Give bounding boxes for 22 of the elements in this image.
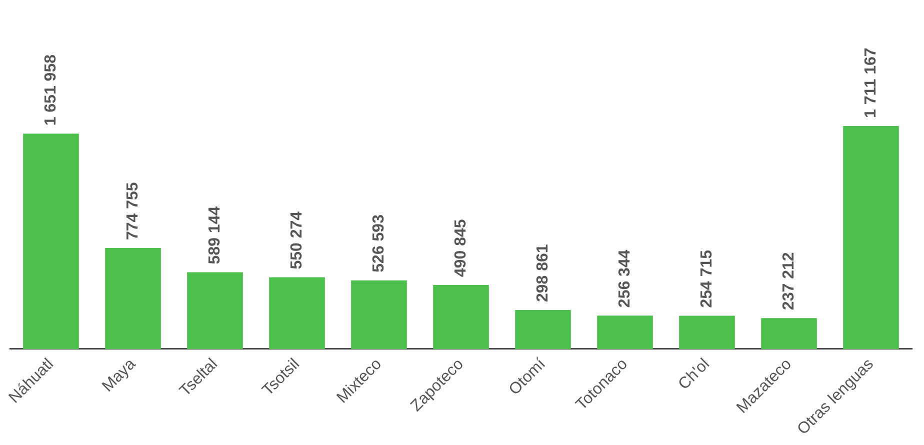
bar xyxy=(515,310,571,349)
bar xyxy=(187,272,243,349)
data-label: 1 711 167 xyxy=(862,48,880,118)
data-label: 526 593 xyxy=(370,214,388,272)
bar xyxy=(351,280,407,349)
data-label: 589 144 xyxy=(206,206,224,264)
bar xyxy=(679,316,735,349)
data-label: 256 344 xyxy=(616,250,634,308)
data-label: 237 212 xyxy=(780,252,798,310)
bar xyxy=(269,277,325,349)
data-label: 298 861 xyxy=(534,244,552,302)
data-label: 490 845 xyxy=(452,219,470,278)
data-label: 550 274 xyxy=(288,211,306,270)
bar xyxy=(105,248,161,349)
data-label: 254 715 xyxy=(698,250,716,308)
data-label: 1 651 958 xyxy=(42,54,60,126)
bar xyxy=(23,134,79,349)
data-label: 774 755 xyxy=(124,182,142,240)
bar xyxy=(597,316,653,349)
bar xyxy=(761,318,817,349)
bar xyxy=(843,126,899,349)
bar xyxy=(433,285,489,349)
